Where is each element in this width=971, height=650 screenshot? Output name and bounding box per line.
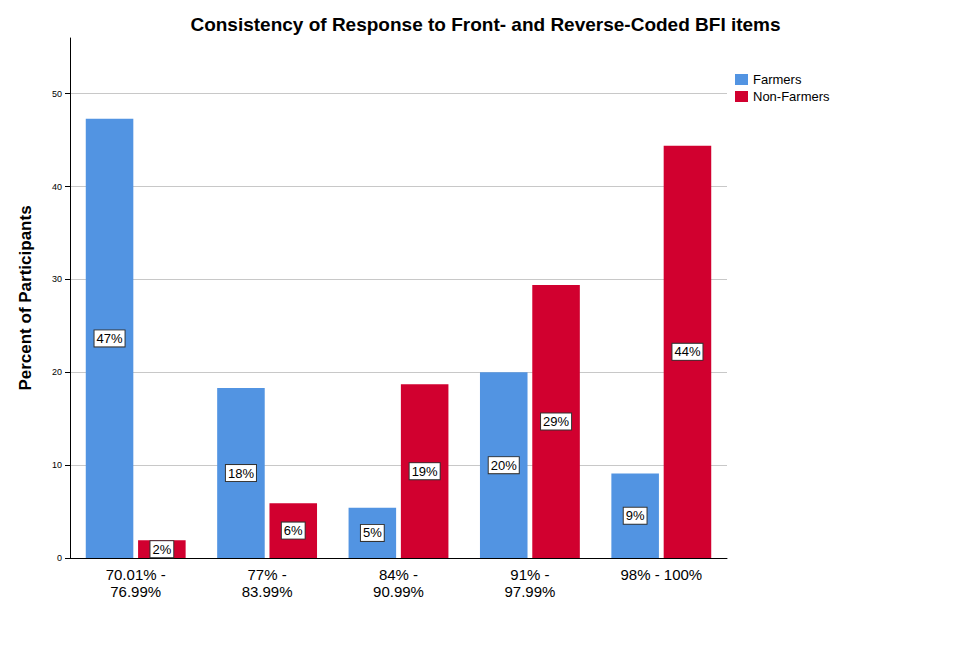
- svg-text:83.99%: 83.99%: [242, 583, 293, 600]
- svg-text:Non-Farmers: Non-Farmers: [753, 89, 830, 104]
- svg-text:91% -: 91% -: [510, 566, 549, 583]
- svg-text:97.99%: 97.99%: [504, 583, 555, 600]
- svg-text:70.01% -: 70.01% -: [106, 566, 166, 583]
- svg-text:Percent of Participants: Percent of Participants: [16, 205, 35, 390]
- svg-text:9%: 9%: [626, 508, 645, 523]
- svg-text:19%: 19%: [412, 464, 438, 479]
- svg-text:77% -: 77% -: [248, 566, 287, 583]
- svg-text:2%: 2%: [152, 542, 171, 557]
- svg-text:30: 30: [52, 274, 62, 284]
- svg-text:47%: 47%: [97, 331, 123, 346]
- svg-text:90.99%: 90.99%: [373, 583, 424, 600]
- svg-text:76.99%: 76.99%: [110, 583, 161, 600]
- svg-text:84% -: 84% -: [379, 566, 418, 583]
- svg-text:6%: 6%: [284, 523, 303, 538]
- svg-text:44%: 44%: [674, 344, 700, 359]
- svg-text:5%: 5%: [363, 525, 382, 540]
- svg-text:0: 0: [57, 553, 62, 563]
- svg-text:18%: 18%: [228, 466, 254, 481]
- svg-text:40: 40: [52, 182, 62, 192]
- svg-text:Farmers: Farmers: [753, 72, 802, 87]
- svg-text:20: 20: [52, 367, 62, 377]
- svg-text:29%: 29%: [543, 414, 569, 429]
- svg-text:10: 10: [52, 460, 62, 470]
- svg-text:20%: 20%: [491, 458, 517, 473]
- svg-text:Consistency of Response to Fro: Consistency of Response to Front- and Re…: [190, 14, 780, 35]
- svg-text:98% - 100%: 98% - 100%: [620, 566, 702, 583]
- svg-text:50: 50: [52, 89, 62, 99]
